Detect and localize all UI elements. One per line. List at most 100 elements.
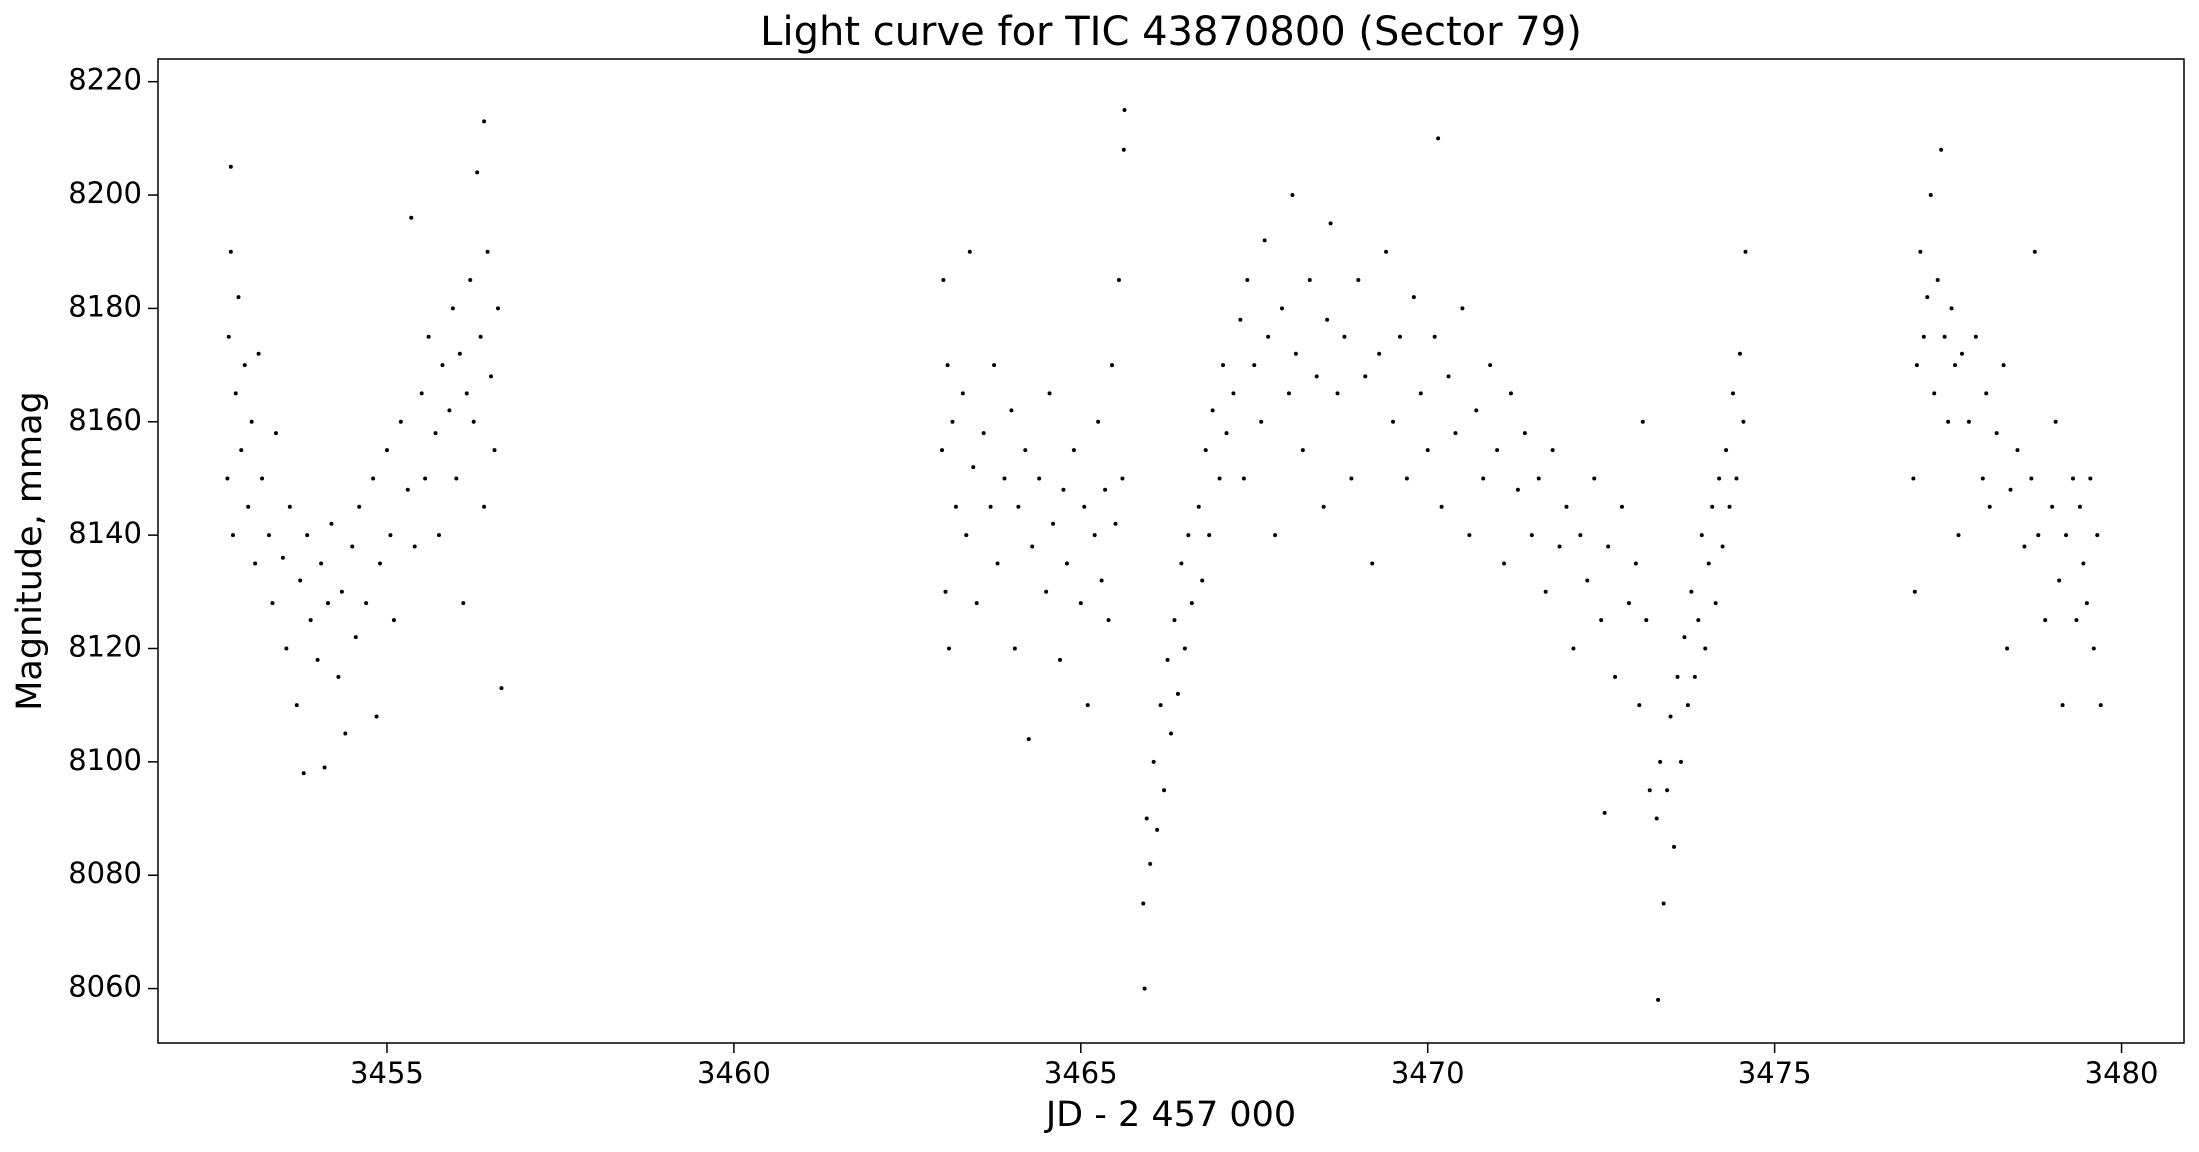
data-point (2001, 363, 2006, 368)
data-point (1522, 431, 1527, 436)
data-point (1731, 391, 1736, 396)
data-point (1481, 476, 1486, 481)
data-point (228, 164, 233, 169)
data-point (1578, 533, 1583, 538)
data-point (1142, 986, 1147, 991)
data-point (1980, 476, 1985, 481)
data-point (468, 278, 473, 283)
data-point (450, 306, 455, 311)
data-point (1460, 306, 1465, 311)
data-point (1082, 504, 1087, 509)
data-point (343, 731, 348, 736)
data-point (1446, 374, 1451, 379)
data-point (2091, 646, 2096, 651)
data-point (1023, 448, 1028, 453)
data-point (2098, 703, 2103, 708)
data-point (378, 561, 383, 566)
data-point (1689, 589, 1694, 594)
data-point (946, 646, 951, 651)
data-point (471, 419, 476, 424)
data-point (2064, 533, 2069, 538)
x-tick-label: 3475 (1738, 1056, 1812, 1090)
data-point (1182, 646, 1187, 651)
data-point (1397, 334, 1402, 339)
data-point (960, 391, 965, 396)
data-point (1207, 533, 1212, 538)
data-point (239, 448, 244, 453)
data-point (1030, 544, 1035, 549)
data-point (1221, 363, 1226, 368)
data-point (482, 119, 487, 124)
data-point (1092, 533, 1097, 538)
data-point (995, 561, 1000, 566)
data-point (1144, 816, 1149, 821)
data-point (2015, 448, 2020, 453)
data-point (482, 504, 487, 509)
data-point (2008, 487, 2013, 492)
data-point (1186, 533, 1191, 538)
data-point (315, 657, 320, 662)
data-point (1321, 504, 1326, 509)
data-point (1342, 334, 1347, 339)
data-point (1363, 374, 1368, 379)
data-point (1987, 504, 1992, 509)
data-point (1425, 448, 1430, 453)
data-point (1703, 646, 1708, 651)
data-point (1047, 391, 1052, 396)
data-point (1252, 363, 1257, 368)
data-point (260, 476, 265, 481)
data-point (1994, 431, 1999, 436)
data-point (1550, 448, 1555, 453)
data-point (1141, 901, 1146, 906)
data-point (1210, 408, 1215, 413)
plot-frame (157, 58, 2185, 1044)
data-point (388, 533, 393, 538)
x-tick-label: 3455 (350, 1056, 424, 1090)
data-point (1200, 578, 1205, 583)
data-point (1314, 374, 1319, 379)
data-point (1675, 674, 1680, 679)
data-point (1384, 249, 1389, 254)
data-point (242, 363, 247, 368)
data-point (249, 419, 254, 424)
data-point (2005, 646, 2010, 651)
data-point (409, 215, 414, 220)
data-point (1932, 391, 1937, 396)
data-point (1325, 317, 1330, 322)
data-point (492, 448, 497, 453)
x-tick-label: 3480 (2085, 1056, 2159, 1090)
data-point (1335, 391, 1340, 396)
data-point (1914, 363, 1919, 368)
data-point (1668, 714, 1673, 719)
data-point (1391, 419, 1396, 424)
data-point (1959, 351, 1964, 356)
data-point (1585, 578, 1590, 583)
data-point (1349, 476, 1354, 481)
data-point (1678, 759, 1683, 764)
data-point (1488, 363, 1493, 368)
data-point (1939, 147, 1944, 152)
data-point (336, 674, 341, 679)
data-point (1953, 363, 1958, 368)
data-point (398, 419, 403, 424)
data-point (305, 533, 310, 538)
y-tick-label: 8140 (68, 516, 142, 550)
data-point (988, 504, 993, 509)
data-point (1418, 391, 1423, 396)
data-point (301, 771, 306, 776)
data-point (1120, 476, 1125, 481)
data-point (1626, 601, 1631, 606)
data-point (284, 646, 289, 651)
data-point (2077, 504, 2082, 509)
data-point (371, 476, 376, 481)
data-point (2029, 476, 2034, 481)
data-point (1061, 487, 1066, 492)
data-point (273, 431, 278, 436)
data-point (1925, 295, 1930, 300)
data-point (1592, 476, 1597, 481)
x-tick-label: 3465 (1044, 1056, 1118, 1090)
data-point (1644, 618, 1649, 623)
data-point (1273, 533, 1278, 538)
data-point (2070, 476, 2075, 481)
data-point (1743, 249, 1748, 254)
